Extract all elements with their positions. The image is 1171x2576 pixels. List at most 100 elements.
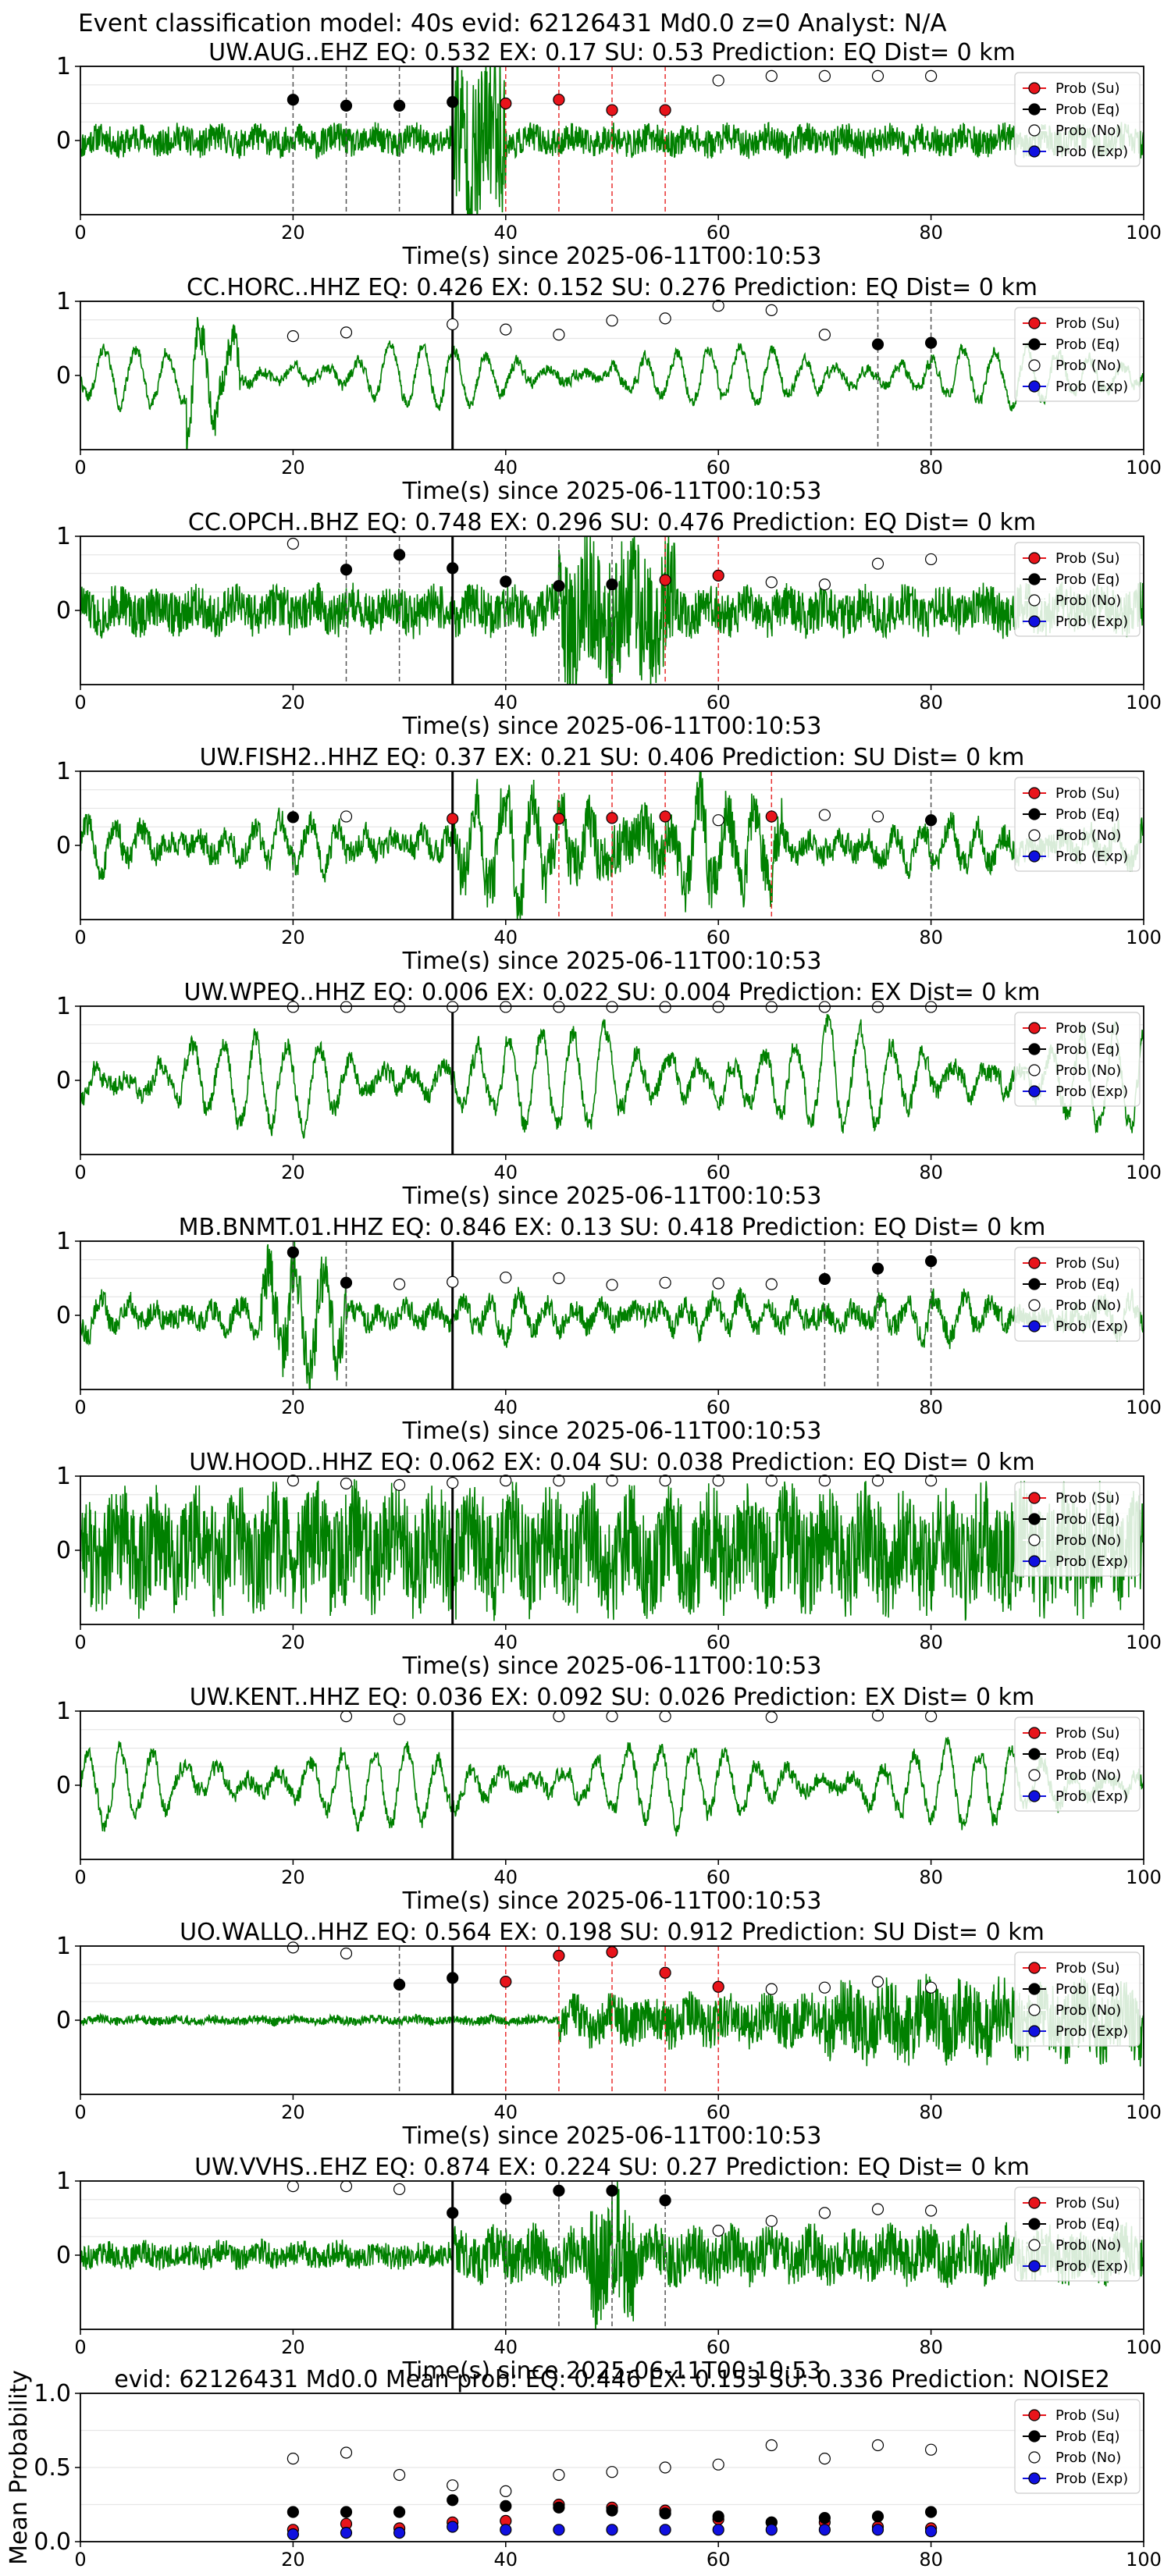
legend-label: Prob (No) (1055, 1062, 1121, 1079)
legend-marker-eq (1028, 103, 1041, 116)
legend-label: Prob (Exp) (1055, 1318, 1128, 1335)
legend-box (1014, 72, 1141, 167)
y-tick-label: 0 (56, 1537, 71, 1564)
x-tick-label: 80 (919, 1866, 943, 1888)
prob-point-no (765, 1983, 778, 1995)
prob-point-eq (447, 562, 459, 575)
legend-label: Prob (Exp) (1055, 144, 1128, 160)
prob-point-no (606, 1001, 618, 1013)
prob-point-no (553, 1710, 565, 1723)
prob-point-no (818, 2207, 831, 2219)
legend-label: Prob (Su) (1055, 785, 1120, 802)
prob-point-eq (500, 2193, 512, 2205)
y-tick-label: 0.0 (34, 2528, 71, 2556)
legend-marker-exp (1028, 1790, 1041, 1802)
x-tick-label: 40 (494, 2101, 518, 2123)
x-axis-label: Time(s) since 2025-06-11T00:10:53 (402, 948, 822, 975)
station-panel-5: MB.BNMT.01.HHZ EQ: 0.846 EX: 0.13 SU: 0.… (56, 1214, 1162, 1445)
mean-prob-point-no (924, 2443, 938, 2456)
panel-title: CC.OPCH..BHZ EQ: 0.748 EX: 0.296 SU: 0.4… (188, 509, 1036, 536)
mean-prob-point-eq (553, 2501, 565, 2514)
prob-point-eq (340, 99, 353, 112)
prob-point-no (393, 1713, 406, 1726)
prob-point-no (765, 69, 778, 82)
legend-label: Prob (Su) (1055, 2407, 1120, 2424)
prob-point-no (287, 1941, 299, 1954)
prob-point-su (606, 104, 618, 116)
prob-point-eq (553, 2184, 565, 2197)
x-tick-label: 40 (494, 2336, 518, 2358)
x-tick-label: 80 (919, 2101, 943, 2123)
prob-point-no (606, 1710, 618, 1723)
legend-marker-no (1028, 1769, 1041, 1781)
axes-frame (80, 1005, 1144, 1155)
prob-point-no (553, 1475, 565, 1487)
legend-marker-eq (1028, 1513, 1041, 1525)
x-tick-label: 0 (74, 692, 86, 713)
x-tick-label: 20 (281, 222, 305, 244)
prob-point-eq (447, 96, 459, 109)
x-tick-label: 20 (281, 457, 305, 479)
prob-point-su (553, 813, 565, 825)
mean-prob-point-eq (659, 2507, 671, 2520)
y-tick-label: 0 (56, 597, 71, 624)
y-tick-label: 0 (56, 1067, 71, 1094)
mean-prob-point-no (871, 2439, 884, 2452)
mean-prob-point-eq (818, 2512, 831, 2524)
x-tick-label: 60 (707, 1162, 731, 1183)
y-tick-label: 0 (56, 2007, 71, 2034)
prob-point-no (287, 537, 299, 550)
x-tick-label: 40 (494, 2549, 518, 2571)
prob-point-no (447, 318, 459, 331)
legend-marker-exp (1028, 145, 1041, 158)
legend-label: Prob (Eq) (1055, 2428, 1120, 2445)
prob-point-eq (924, 1255, 938, 1268)
prob-point-no (500, 1271, 512, 1284)
x-tick-label: 20 (281, 692, 305, 713)
prob-point-su (659, 1966, 671, 1979)
prob-point-no (340, 1001, 353, 1013)
prob-point-no (712, 300, 724, 312)
y-tick-label: 1 (56, 1463, 71, 1490)
legend-marker-su (1028, 317, 1041, 329)
mean-prob-point-exp (765, 2524, 778, 2536)
legend: Prob (Su) Prob (Eq) Prob (No) Prob (Exp) (1014, 1952, 1141, 2047)
legend-marker-no (1028, 829, 1041, 841)
x-tick-label: 40 (494, 1397, 518, 1418)
legend-label: Prob (Exp) (1055, 614, 1128, 630)
legend-marker-exp (1028, 1085, 1041, 1098)
legend-marker-eq (1028, 1278, 1041, 1290)
panel-title: UW.VVHS..EHZ EQ: 0.874 EX: 0.224 SU: 0.2… (194, 2154, 1030, 2181)
legend-box (1014, 1012, 1141, 1107)
legend-label: Prob (Exp) (1055, 2471, 1128, 2487)
legend-label: Prob (Eq) (1055, 1041, 1120, 1058)
x-tick-label: 80 (919, 457, 943, 479)
x-axis-label: Time(s) since 2025-06-11T00:10:53 (402, 2122, 822, 2150)
mean-prob-point-no (287, 2453, 299, 2465)
legend-label: Prob (Su) (1055, 1960, 1120, 1976)
prob-point-no (871, 557, 884, 570)
station-panel-4: UW.WPEQ..HHZ EQ: 0.006 EX: 0.022 SU: 0.0… (56, 979, 1162, 1210)
x-tick-label: 20 (281, 927, 305, 948)
legend-label: Prob (Eq) (1055, 1511, 1120, 1528)
prob-point-no (500, 323, 512, 336)
panel-title: UW.FISH2..HHZ EQ: 0.37 EX: 0.21 SU: 0.40… (200, 744, 1025, 771)
x-tick-label: 80 (919, 927, 943, 948)
prob-point-su (659, 574, 671, 586)
mean-prob-point-no (765, 2439, 778, 2452)
mean-prob-point-no (659, 2461, 671, 2474)
x-tick-label: 0 (74, 2336, 86, 2358)
legend-marker-no (1028, 594, 1041, 607)
prob-point-eq (393, 549, 406, 561)
legend-marker-su (1028, 2409, 1041, 2421)
station-panel-1: CC.HORC..HHZ EQ: 0.426 EX: 0.152 SU: 0.2… (56, 274, 1162, 505)
prob-point-no (340, 1947, 353, 1960)
legend-marker-no (1028, 2239, 1041, 2251)
prob-point-no (818, 1001, 831, 1013)
x-tick-label: 0 (74, 2101, 86, 2123)
prob-point-no (606, 1279, 618, 1291)
panel-title: CC.HORC..HHZ EQ: 0.426 EX: 0.152 SU: 0.2… (187, 274, 1038, 301)
x-tick-label: 100 (1126, 1631, 1162, 1653)
y-tick-label: 0.5 (34, 2454, 71, 2482)
prob-point-no (871, 1475, 884, 1487)
